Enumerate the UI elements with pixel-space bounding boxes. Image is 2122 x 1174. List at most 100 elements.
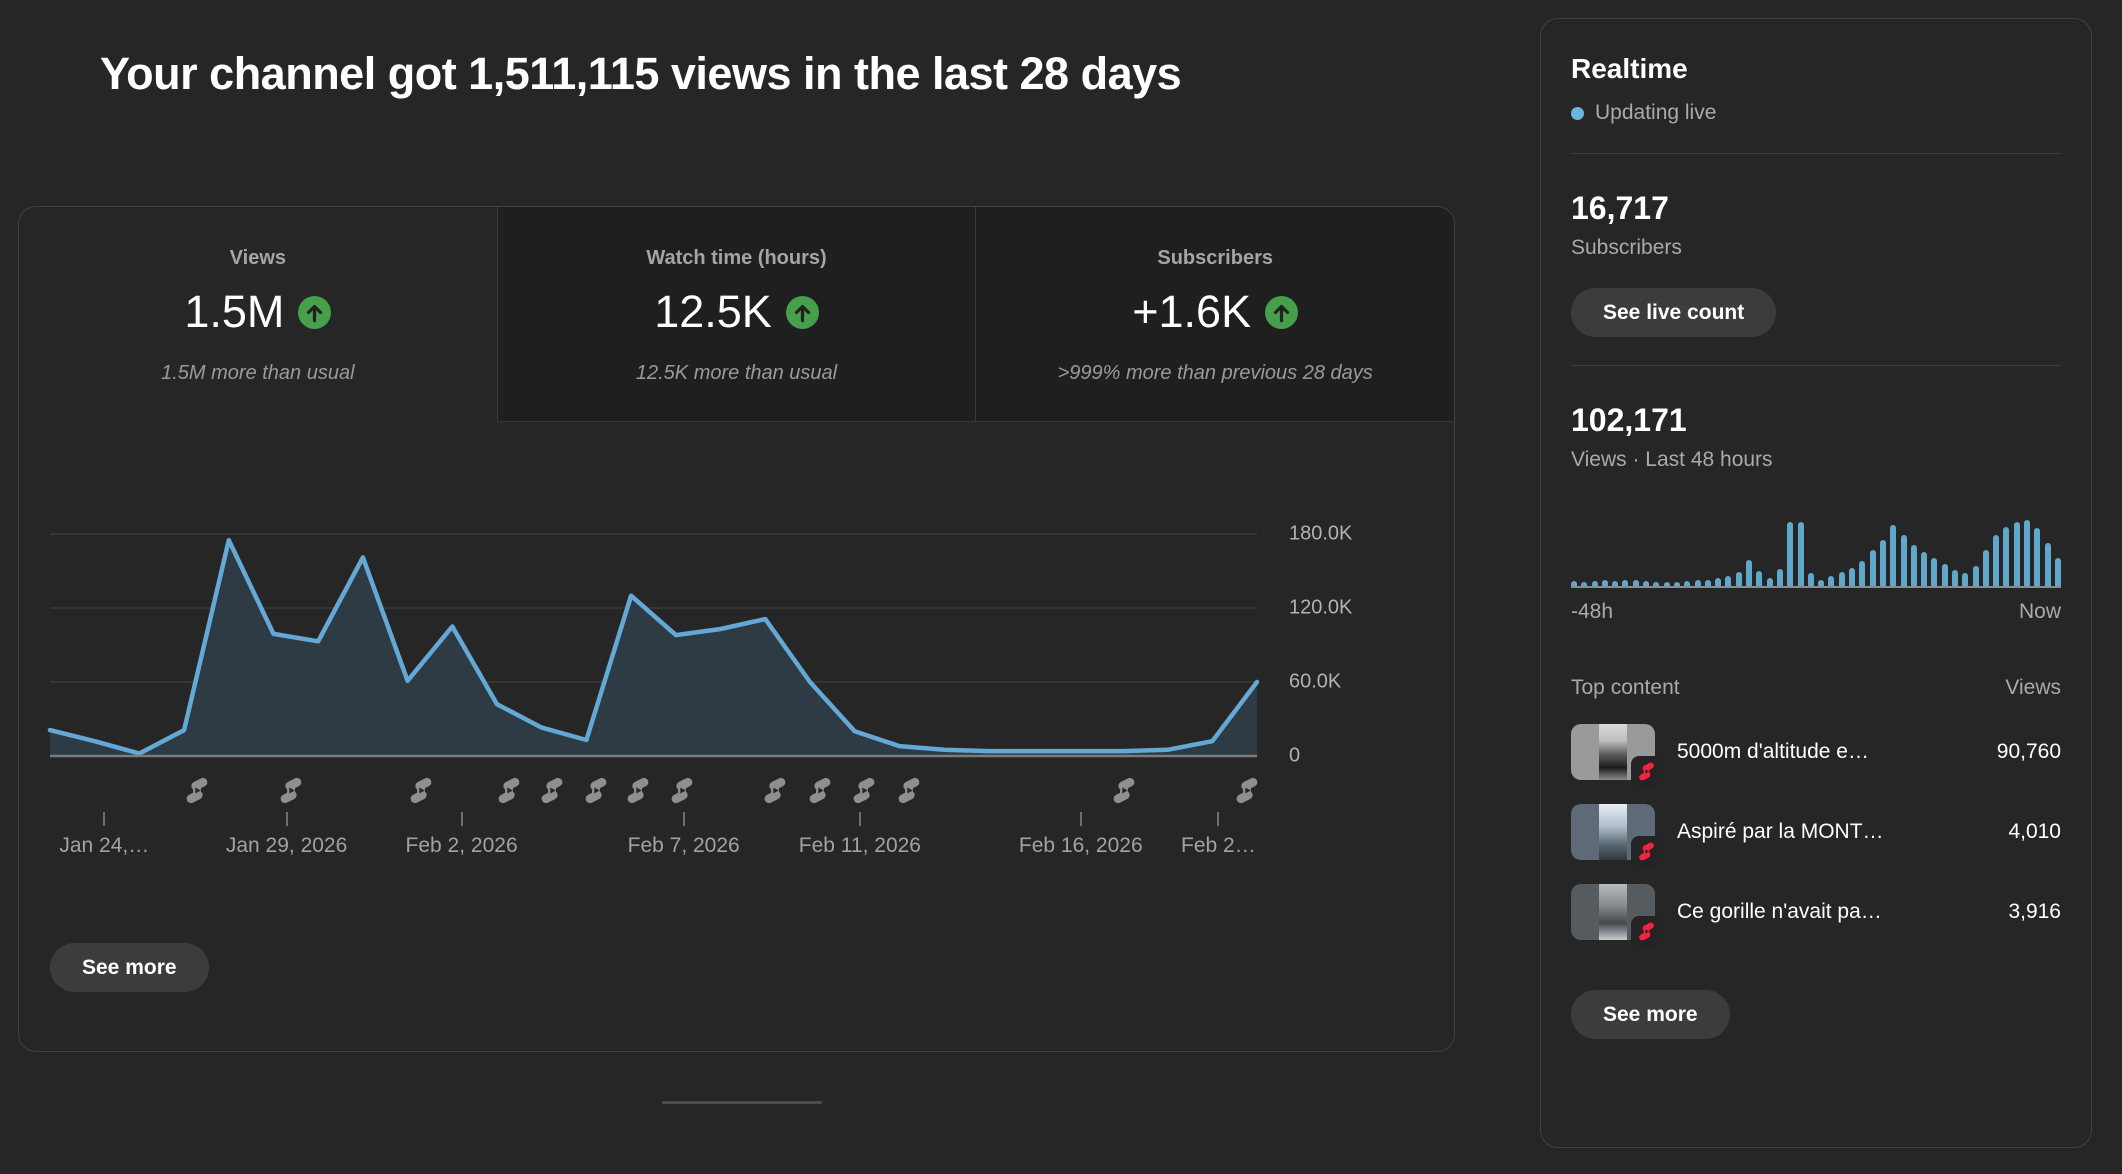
realtime-bar bbox=[1663, 582, 1670, 587]
x-tick-label: Jan 24,… bbox=[59, 834, 150, 857]
realtime-bar bbox=[1746, 559, 1753, 587]
realtime-bar bbox=[1982, 549, 1989, 587]
realtime-bar bbox=[1807, 572, 1814, 587]
x-tick bbox=[1217, 812, 1220, 826]
shorts-icon[interactable] bbox=[278, 777, 305, 804]
realtime-bar bbox=[1828, 576, 1835, 587]
live-dot-icon bbox=[1571, 106, 1584, 120]
metric-tabs: Views 1.5M 1.5M more than usual Watch ti… bbox=[19, 207, 1454, 422]
realtime-bar bbox=[1673, 582, 1680, 587]
video-thumbnail bbox=[1571, 804, 1662, 868]
views-line-chart: 180.0K 120.0K 60.0K 0 Jan 24,… Jan 29, 2026 F… bbox=[47, 523, 1352, 876]
x-tick bbox=[858, 812, 861, 826]
tab-watch-time[interactable]: Watch time (hours) 12.5K 12.5K more than… bbox=[496, 207, 976, 422]
tab-watch-time-note: 12.5K more than usual bbox=[635, 362, 838, 384]
realtime-see-more-button[interactable]: See more bbox=[1571, 990, 1730, 1040]
tab-subscribers-label: Subscribers bbox=[1157, 247, 1273, 269]
realtime-bar bbox=[1622, 579, 1629, 587]
shorts-icon[interactable] bbox=[896, 777, 923, 804]
realtime-views-count: 102,171 bbox=[1571, 402, 1687, 439]
y-tick-label: 0 bbox=[1289, 744, 1301, 767]
x-tick bbox=[460, 812, 463, 826]
realtime-bar bbox=[2054, 558, 2061, 587]
realtime-bar bbox=[1632, 580, 1639, 587]
realtime-bar bbox=[1715, 578, 1722, 587]
scroll-indicator[interactable] bbox=[662, 1101, 822, 1104]
x-tick bbox=[1079, 812, 1082, 826]
realtime-bar bbox=[1910, 545, 1917, 587]
top-content-title: Top content bbox=[1571, 676, 1680, 700]
shorts-badge-icon bbox=[1631, 756, 1662, 788]
video-title: Aspiré par la MONT… bbox=[1677, 820, 1884, 844]
shorts-icon[interactable] bbox=[669, 777, 696, 804]
shorts-icon[interactable] bbox=[495, 777, 522, 804]
shorts-icon[interactable] bbox=[184, 777, 211, 804]
top-content-row[interactable]: Ce gorille n'avait pa… 3,916 bbox=[1571, 884, 2061, 948]
realtime-bar bbox=[1653, 582, 1660, 587]
shorts-icon[interactable] bbox=[624, 777, 651, 804]
shorts-icon[interactable] bbox=[807, 777, 834, 804]
analytics-overview-card: Views 1.5M 1.5M more than usual Watch ti… bbox=[18, 206, 1455, 1052]
x-tick-label: Feb 7, 2026 bbox=[627, 834, 740, 857]
realtime-views-label: Views · Last 48 hours bbox=[1571, 448, 1773, 472]
tab-subscribers-value: +1.6K bbox=[1132, 286, 1252, 337]
tab-subscribers[interactable]: Subscribers +1.6K >999% more than previo… bbox=[975, 207, 1454, 422]
realtime-bar bbox=[1931, 558, 1938, 587]
shorts-icon[interactable] bbox=[582, 777, 609, 804]
realtime-bar bbox=[1818, 579, 1825, 587]
tab-subscribers-note: >999% more than previous 28 days bbox=[1057, 362, 1373, 384]
y-tick-label: 60.0K bbox=[1289, 670, 1342, 693]
x-tick-label: Feb 11, 2026 bbox=[798, 834, 921, 857]
shorts-icon[interactable] bbox=[539, 777, 566, 804]
see-live-count-button[interactable]: See live count bbox=[1571, 288, 1777, 338]
y-tick-label: 120.0K bbox=[1289, 596, 1353, 619]
realtime-bar bbox=[1643, 581, 1650, 587]
realtime-bar bbox=[2003, 526, 2010, 587]
trend-up-icon bbox=[298, 295, 332, 329]
realtime-bar bbox=[1797, 522, 1804, 587]
shorts-icon[interactable] bbox=[1111, 777, 1138, 804]
realtime-bar-chart bbox=[1571, 518, 2061, 589]
realtime-bar bbox=[1869, 549, 1876, 587]
realtime-bar bbox=[2013, 522, 2020, 587]
realtime-bar bbox=[1993, 534, 2000, 587]
realtime-bar bbox=[1704, 579, 1711, 587]
tab-views[interactable]: Views 1.5M 1.5M more than usual bbox=[19, 207, 497, 422]
shorts-icon[interactable] bbox=[850, 777, 877, 804]
y-tick-label: 180.0K bbox=[1289, 522, 1353, 545]
realtime-bar bbox=[2034, 528, 2041, 587]
trend-up-icon bbox=[1265, 295, 1299, 329]
realtime-bar bbox=[1849, 567, 1856, 587]
x-axis-labels: Jan 24,… Jan 29, 2026 Feb 2, 2026 Feb 7, 20… bbox=[50, 812, 1257, 876]
realtime-bar bbox=[1962, 572, 1969, 587]
shorts-icon[interactable] bbox=[407, 777, 434, 804]
tab-watch-time-value: 12.5K bbox=[654, 286, 772, 337]
top-content-row[interactable]: 5000m d'altitude e… 90,760 bbox=[1571, 724, 2061, 788]
realtime-bar bbox=[1735, 571, 1742, 587]
realtime-bar bbox=[1581, 582, 1588, 587]
see-more-button[interactable]: See more bbox=[50, 943, 209, 993]
trend-up-icon bbox=[785, 295, 819, 329]
realtime-bar bbox=[1766, 578, 1773, 587]
realtime-bar bbox=[1694, 580, 1701, 587]
realtime-bar bbox=[1890, 525, 1897, 587]
shorts-icon[interactable] bbox=[762, 777, 789, 804]
top-content-row[interactable]: Aspiré par la MONT… 4,010 bbox=[1571, 804, 2061, 868]
video-views: 90,760 bbox=[1996, 740, 2061, 764]
realtime-bar bbox=[1879, 539, 1886, 587]
realtime-bar bbox=[1941, 564, 1948, 587]
realtime-subscriber-count: 16,717 bbox=[1571, 190, 1669, 226]
tab-views-note: 1.5M more than usual bbox=[161, 362, 355, 384]
realtime-bar bbox=[1571, 580, 1577, 587]
realtime-card: Realtime Updating live 16,717 Subscriber… bbox=[1540, 18, 2092, 1148]
realtime-bar bbox=[1756, 570, 1763, 587]
axis-label-now: Now bbox=[2018, 600, 2061, 624]
realtime-bar bbox=[1725, 576, 1732, 587]
page-title: Your channel got 1,511,115 views in the … bbox=[100, 48, 1182, 99]
x-tick bbox=[103, 812, 106, 826]
shorts-icon[interactable] bbox=[1234, 777, 1261, 804]
realtime-bar bbox=[1951, 569, 1958, 587]
top-content-header: Top content Views bbox=[1571, 676, 2061, 700]
realtime-status-label: Updating live bbox=[1595, 101, 1717, 124]
video-title: 5000m d'altitude e… bbox=[1677, 740, 1869, 764]
